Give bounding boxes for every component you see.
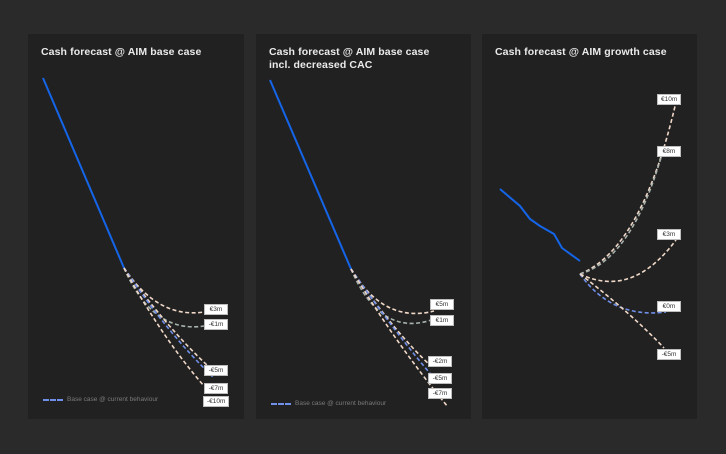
dashed-line-swatch-icon xyxy=(43,398,63,401)
end-value-label: €8m xyxy=(657,146,681,157)
end-value-label: -€7m xyxy=(204,383,228,394)
end-value-label: €3m xyxy=(657,229,681,240)
forecast-chart xyxy=(499,101,677,349)
panel-title: Cash forecast @ AIM growth case xyxy=(495,46,667,58)
end-value-label: -€10m xyxy=(203,396,230,407)
chart-panel-growth-case: Cash forecast @ AIM growth case €10m €8m… xyxy=(482,34,697,419)
scenario-line xyxy=(350,268,435,315)
scenario-line xyxy=(350,268,449,408)
end-value-label: €10m xyxy=(657,94,682,105)
actual-cash-line xyxy=(269,79,352,270)
forecast-chart xyxy=(42,77,215,387)
scenario-line xyxy=(123,267,205,314)
actual-cash-line xyxy=(499,188,581,262)
end-value-label: €5m xyxy=(430,299,454,310)
end-value-label: -€5m xyxy=(204,365,228,376)
base-case-line xyxy=(579,273,667,314)
chart-legend: Base case @ current behaviour xyxy=(271,400,386,407)
chart-legend: Base case @ current behaviour xyxy=(43,396,158,403)
scenario-line xyxy=(350,268,432,367)
scenario-line xyxy=(350,268,435,325)
chart-panel-base-case-decreased-cac: Cash forecast @ AIM base case incl. decr… xyxy=(256,34,471,419)
end-value-label: €0m xyxy=(657,301,681,312)
base-case-line xyxy=(350,268,435,379)
scenario-line xyxy=(579,153,663,275)
end-value-label: €3m xyxy=(204,304,228,315)
chart-panel-base-case: Cash forecast @ AIM base case €3m -€1m -… xyxy=(28,34,244,419)
end-value-label: -€7m xyxy=(428,388,452,399)
scenario-line xyxy=(579,239,677,283)
legend-label: Base case @ current behaviour xyxy=(295,400,387,407)
base-case-line xyxy=(123,267,215,379)
scenario-line xyxy=(123,267,205,328)
end-value-label: €1m xyxy=(430,315,454,326)
panel-title: Cash forecast @ AIM base case xyxy=(41,46,202,58)
panel-title: Cash forecast @ AIM base case incl. decr… xyxy=(269,46,430,71)
legend-label: Base case @ current behaviour xyxy=(67,396,159,403)
scenario-line xyxy=(123,267,209,367)
actual-cash-line xyxy=(42,77,125,269)
dashed-line-swatch-icon xyxy=(271,402,291,405)
end-value-label: -€5m xyxy=(428,373,452,384)
end-value-label: -€2m xyxy=(428,356,452,367)
scenario-line xyxy=(579,101,677,275)
end-value-label: -€5m xyxy=(657,349,681,360)
scenario-line xyxy=(579,273,665,349)
end-value-label: -€1m xyxy=(204,319,228,330)
